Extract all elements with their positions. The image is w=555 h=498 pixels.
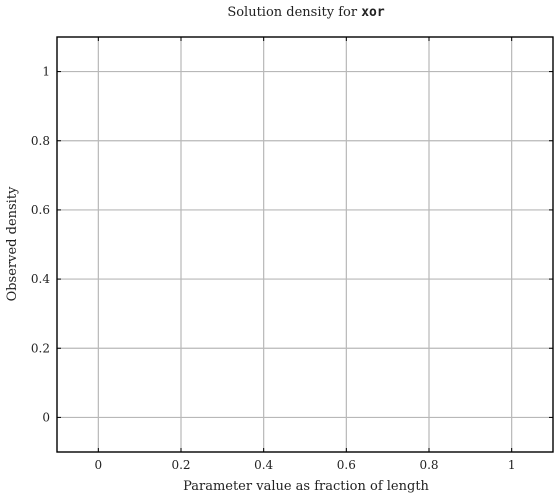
y-tick-label: 0.6 <box>31 203 50 217</box>
y-tick-label: 0.8 <box>31 134 50 148</box>
x-tick-label: 0.4 <box>254 458 273 472</box>
y-tick-label: 0 <box>42 410 50 424</box>
y-axis-label: Observed density <box>5 186 20 301</box>
y-tick-label: 0.2 <box>31 341 50 355</box>
y-tick-labels: 0 0.2 0.4 0.6 0.8 1 <box>31 65 50 425</box>
plot-area-frame <box>56 36 554 453</box>
x-tick-label: 0.2 <box>171 458 190 472</box>
tick-marks <box>57 37 553 452</box>
grid <box>57 37 553 452</box>
x-tick-label: 0.8 <box>419 458 438 472</box>
y-tick-label: 1 <box>42 65 50 79</box>
chart-title-code: xor <box>361 5 385 20</box>
x-tick-label: 0.6 <box>337 458 356 472</box>
x-axis-label: Parameter value as fraction of length <box>183 479 429 494</box>
x-tick-label: 0 <box>95 458 103 472</box>
x-tick-labels: 0 0.2 0.4 0.6 0.8 1 <box>95 458 516 472</box>
chart-title-text: Solution density for <box>227 5 361 20</box>
y-tick-label: 0.4 <box>31 272 50 286</box>
x-tick-label: 1 <box>508 458 516 472</box>
chart-title: Solution density for xor <box>227 5 385 20</box>
